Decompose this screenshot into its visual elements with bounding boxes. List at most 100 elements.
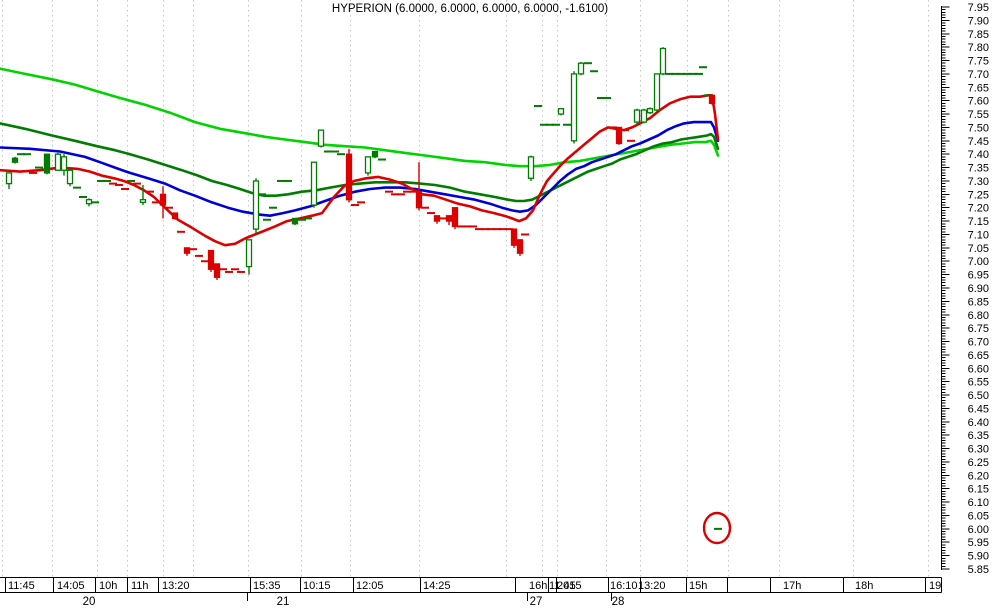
time-label: 14:05 — [57, 580, 85, 592]
price-label: 7.75 — [968, 56, 989, 68]
ma-slow-dark-green — [0, 122, 720, 203]
candle-down — [615, 126, 623, 145]
price-label: 6.40 — [968, 417, 989, 429]
date-label: 21 — [277, 596, 290, 608]
candle-up — [43, 153, 51, 174]
time-label: 13:20 — [162, 580, 190, 592]
time-label: 2015 — [557, 580, 581, 592]
candle-up — [371, 150, 379, 158]
time-label: 17h — [783, 580, 801, 592]
ma-long-light-green — [0, 67, 720, 168]
time-label: 13:20 — [638, 580, 666, 592]
chart-title: HYPERION (6.0000, 6.0000, 6.0000, 6.0000… — [331, 3, 609, 15]
date-label: 27 — [530, 596, 543, 608]
candle-up — [245, 239, 253, 268]
candle-up — [139, 199, 147, 204]
candle-up — [252, 180, 260, 230]
price-label: 7.40 — [968, 149, 989, 161]
candle-up — [653, 73, 661, 111]
price-label: 6.50 — [968, 390, 989, 402]
price-label: 7.60 — [968, 96, 989, 108]
candle-down — [451, 207, 459, 228]
candle-up — [633, 109, 641, 123]
price-label: 6.95 — [968, 270, 989, 282]
price-label: 7.65 — [968, 82, 989, 94]
time-label: 11:45 — [8, 580, 35, 592]
candle-down — [159, 193, 167, 206]
price-label: 6.65 — [968, 350, 989, 362]
time-label: 11h — [131, 580, 149, 592]
price-label: 6.15 — [968, 484, 989, 496]
candle-up — [66, 169, 74, 185]
time-label: 15:35 — [253, 580, 281, 592]
candle-up — [5, 172, 13, 185]
candle-up — [310, 161, 318, 206]
price-label: 6.70 — [968, 337, 989, 349]
candle-up — [291, 217, 299, 225]
price-label: 7.15 — [968, 216, 989, 228]
date-label: 28 — [612, 596, 625, 608]
price-label: 6.60 — [968, 363, 989, 375]
candle-down — [445, 215, 453, 222]
time-label: 12:05 — [356, 580, 384, 592]
candle-up — [364, 156, 372, 174]
time-label: 15h — [689, 580, 707, 592]
candle-up — [640, 109, 648, 123]
price-label: 6.55 — [968, 377, 989, 389]
price-label: 7.00 — [968, 256, 989, 268]
candle-down — [510, 228, 518, 246]
price-label: 7.10 — [968, 229, 989, 241]
price-label: 6.30 — [968, 444, 989, 456]
candle-up — [659, 47, 667, 75]
candle-down — [433, 215, 441, 222]
price-label: 7.55 — [968, 109, 989, 121]
price-label: 6.10 — [968, 497, 989, 509]
price-label: 7.70 — [968, 69, 989, 81]
candle-up — [11, 157, 19, 163]
candle-down — [171, 212, 179, 220]
price-label: 7.05 — [968, 243, 989, 255]
price-label: 5.85 — [968, 564, 989, 576]
price-axis: 7.957.90 7.857.80 7.757.707.65 7.607.557.50… — [941, 2, 989, 576]
price-label: 5.95 — [968, 537, 989, 549]
candle-up — [527, 156, 535, 179]
candle-down — [708, 94, 716, 104]
price-label: 6.00 — [968, 524, 989, 536]
candle-up — [646, 108, 654, 114]
selection-circle-annotation[interactable] — [702, 511, 732, 545]
candle-down — [207, 249, 215, 270]
price-label: 7.45 — [968, 136, 989, 148]
price-label: 7.35 — [968, 163, 989, 175]
time-label: 18h — [855, 580, 873, 592]
candles — [5, 47, 722, 530]
candle-up — [85, 199, 93, 205]
time-label: 14:25 — [423, 580, 451, 592]
price-label: 6.90 — [968, 283, 989, 295]
price-label: 7.50 — [968, 122, 989, 134]
price-label: 6.20 — [968, 470, 989, 482]
time-label: 11:45 — [549, 580, 576, 592]
price-label: 7.90 — [968, 15, 989, 27]
candle-up — [317, 129, 325, 147]
time-label: 10h — [99, 580, 117, 592]
time-label: 16h — [529, 580, 547, 592]
time-label: 16:10 — [610, 580, 638, 592]
price-label: 6.45 — [968, 403, 989, 415]
ma-lines — [0, 67, 720, 247]
price-label: 6.80 — [968, 310, 989, 322]
price-label: 7.25 — [968, 189, 989, 201]
price-label: 7.95 — [968, 2, 989, 14]
time-axis: 11:45 14:05 10h 11h 13:20 15:35 10:15 12:05 14:2… — [0, 577, 942, 608]
candle-up — [577, 62, 585, 75]
gridlines — [2, 0, 929, 577]
candle-up — [570, 73, 578, 142]
price-label: 7.80 — [968, 42, 989, 54]
price-label: 6.85 — [968, 296, 989, 308]
ma-fast-red — [0, 94, 720, 247]
time-label: 10:15 — [303, 580, 331, 592]
candle-up — [54, 153, 62, 171]
price-label: 6.25 — [968, 457, 989, 469]
date-label: 20 — [83, 596, 96, 608]
price-label: 7.30 — [968, 176, 989, 188]
